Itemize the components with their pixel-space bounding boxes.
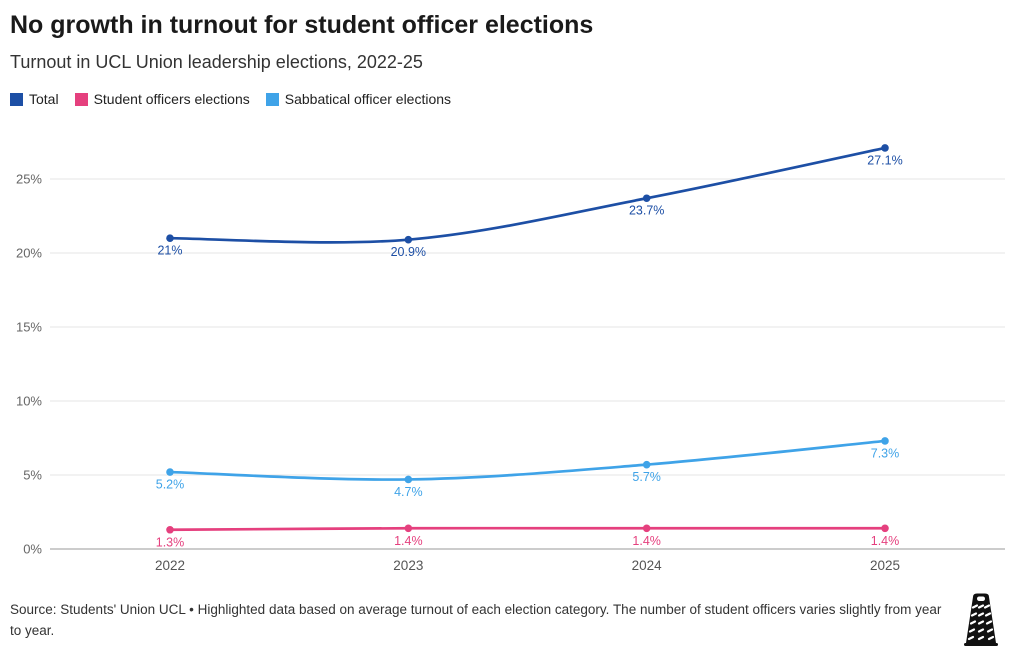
x-tick-label: 2023 [393,558,423,573]
data-point-label: 1.4% [871,534,900,548]
legend-label: Total [29,91,59,107]
series-line [168,526,887,532]
legend-label: Student officers elections [93,91,250,107]
legend-swatch [10,92,23,106]
series-line [168,439,887,481]
legend-item: Sabbatical officer elections [265,91,452,107]
legend-swatch [265,92,279,106]
data-point-label: 27.1% [867,153,902,167]
series-line [168,146,887,244]
x-tick-label: 2022 [155,558,185,573]
data-point [404,475,413,484]
data-point [642,194,651,203]
legend-label: Sabbatical officer elections [284,91,452,107]
source-note: Source: Students' Union UCL • Highlighte… [10,602,942,639]
legend: Total Student officers elections Sabbati… [10,91,451,107]
y-tick-label: 15% [16,320,42,335]
y-tick-label: 5% [23,468,42,483]
data-point-label: 1.3% [156,535,185,549]
x-tick-label: 2024 [632,558,663,573]
y-tick-label: 25% [16,172,42,187]
data-point [881,524,889,533]
data-point [166,525,174,534]
data-point-label: 7.3% [871,446,900,460]
data-point [642,460,651,469]
data-point-label: 1.4% [632,534,661,548]
data-point [881,437,889,445]
cheese-grater-icon [964,593,998,646]
data-point-label: 20.9% [391,245,426,259]
y-tick-label: 10% [16,394,42,409]
x-tick-label: 2025 [870,558,900,573]
page-title: No growth in turnout for student officer… [10,11,594,39]
data-point-label: 1.4% [394,534,423,548]
legend-item: Total [10,91,59,107]
data-point-label: 23.7% [629,204,664,218]
data-point [881,144,889,152]
data-point-label: 21% [157,244,182,258]
legend-item: Student officers elections [74,91,250,107]
y-tick-label: 20% [16,246,42,261]
data-point-label: 5.2% [156,478,185,492]
legend-swatch [74,92,88,106]
data-point-label: 5.7% [632,470,661,484]
data-point [404,524,413,533]
data-point [642,524,651,533]
y-tick-label: 0% [23,542,42,557]
chart-subtitle: Turnout in UCL Union leadership election… [10,52,423,72]
data-point [166,234,174,242]
data-point-label: 4.7% [394,485,423,499]
data-point [404,235,413,244]
data-point [166,468,174,476]
